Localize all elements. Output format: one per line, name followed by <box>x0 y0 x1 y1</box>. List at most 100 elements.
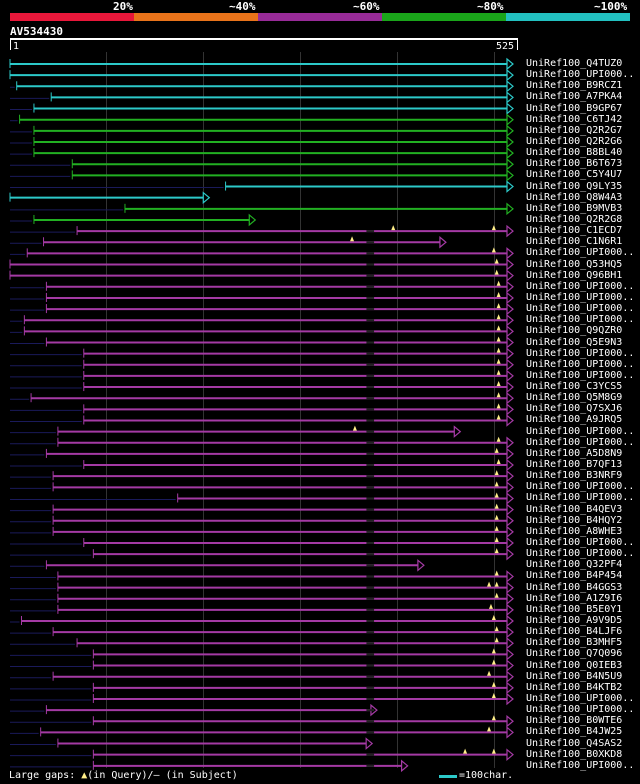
hit-label[interactable]: UniRef100_UPI000.. <box>526 69 635 81</box>
hit-label[interactable]: UniRef100_Q5E9N3 <box>526 336 623 348</box>
hit-label[interactable]: UniRef100_UPI000.. <box>526 692 635 704</box>
scale-segment-20 <box>10 13 134 21</box>
hit-label[interactable]: UniRef100_Q8W4A3 <box>526 191 623 203</box>
hit-label[interactable]: UniRef100_UPI000.. <box>526 537 635 549</box>
hit-label[interactable]: UniRef100_B4QEV3 <box>526 503 623 515</box>
hit-label[interactable]: UniRef100_Q2R2G7 <box>526 124 623 136</box>
hit-label[interactable]: UniRef100_B4GGS3 <box>526 581 623 593</box>
hit-label[interactable]: UniRef100_UPI000.. <box>526 759 635 771</box>
query-gap-marker-icon <box>496 403 501 409</box>
hit-label[interactable]: UniRef100_UPI000.. <box>526 548 635 560</box>
hit-end-arrow-icon <box>506 336 514 349</box>
hit-label[interactable]: UniRef100_Q96BH1 <box>526 269 623 281</box>
query-gap-marker-icon <box>496 291 501 297</box>
hit-label[interactable]: UniRef100_B4P454 <box>526 570 623 582</box>
hit-label[interactable]: UniRef100_C1ECD7 <box>526 225 623 237</box>
hit-label[interactable]: UniRef100_C6TJ42 <box>526 113 623 125</box>
hit-label[interactable]: UniRef100_Q4SAS2 <box>526 737 623 749</box>
hit-label[interactable]: UniRef100_C1N6R1 <box>526 236 623 248</box>
scale-segment-60 <box>258 13 382 21</box>
hit-label[interactable]: UniRef100_Q2R2G6 <box>526 135 623 147</box>
query-gap-marker-icon <box>491 681 496 687</box>
hit-end-arrow-icon <box>506 347 514 360</box>
query-gap-marker-icon <box>494 481 499 487</box>
hit-label[interactable]: UniRef100_UPI000.. <box>526 247 635 259</box>
scale-label-80: ~80% <box>477 0 504 13</box>
hit-label[interactable]: UniRef100_A7PKA4 <box>526 91 623 103</box>
hit-label[interactable]: UniRef100_Q5M8G9 <box>526 392 623 404</box>
hit-end-arrow-icon <box>506 603 514 617</box>
hit-label[interactable]: UniRef100_Q9LY35 <box>526 180 623 192</box>
hit-label[interactable]: UniRef100_UPI000.. <box>526 369 635 381</box>
hit-end-arrow-icon <box>417 559 425 572</box>
hit-label[interactable]: UniRef100_B9RCZ1 <box>526 80 623 92</box>
hit-label[interactable]: UniRef100_C5Y4U7 <box>526 169 623 181</box>
hit-label[interactable]: UniRef100_UPI000.. <box>526 291 635 303</box>
hit-end-arrow-icon <box>506 547 514 561</box>
hit-label[interactable]: UniRef100_B7QF13 <box>526 459 623 471</box>
hit-label[interactable]: UniRef100_UPI000.. <box>526 481 635 493</box>
hit-label[interactable]: UniRef100_UPI000.. <box>526 347 635 359</box>
hit-label[interactable]: UniRef100_B4KTB2 <box>526 681 623 693</box>
hit-end-arrow-icon <box>506 514 514 528</box>
query-gap-marker-icon <box>491 692 496 698</box>
hit-label[interactable]: UniRef100_B4N5U9 <box>526 670 623 682</box>
hit-end-arrow-icon <box>506 670 514 683</box>
scale-label-20: 20% <box>113 0 133 13</box>
hit-label[interactable]: UniRef100_A9V9D5 <box>526 615 623 626</box>
query-gap-marker-icon <box>494 592 499 598</box>
hit-end-arrow-icon <box>506 247 514 260</box>
length-scale-line <box>439 775 457 778</box>
query-gap-marker-icon <box>494 626 499 632</box>
hit-label[interactable]: UniRef100_B4HQY2 <box>526 514 623 526</box>
hit-label[interactable]: UniRef100_Q53HQ5 <box>526 258 623 270</box>
hit-label[interactable]: UniRef100_B3NRF9 <box>526 470 623 482</box>
query-gap-marker-icon <box>496 381 501 387</box>
hit-label[interactable]: UniRef100_B8BL40 <box>526 147 623 159</box>
query-gap-marker-icon <box>496 314 501 320</box>
hit-label[interactable]: UniRef100_UPI000.. <box>526 704 635 716</box>
hit-label[interactable]: UniRef100_A8WHE3 <box>526 525 623 537</box>
hit-label[interactable]: UniRef100_C3YCS5 <box>526 381 623 393</box>
hit-label[interactable]: UniRef100_UPI000.. <box>526 314 635 326</box>
hit-end-arrow-icon <box>506 648 514 661</box>
hit-label[interactable]: UniRef100_UPI000.. <box>526 358 635 370</box>
hit-label[interactable]: UniRef100_B5E0Y1 <box>526 603 623 615</box>
hit-label[interactable]: UniRef100_Q9QZR0 <box>526 325 623 337</box>
hit-label[interactable]: UniRef100_B3MHF5 <box>526 637 623 649</box>
hit-label[interactable]: UniRef100_B4LJF6 <box>526 626 623 638</box>
hit-label[interactable]: UniRef100_B0XKD8 <box>526 748 623 760</box>
hit-label[interactable]: UniRef100_Q7SXJ6 <box>526 403 623 415</box>
hit-label[interactable]: UniRef100_B6T673 <box>526 158 623 170</box>
hit-label[interactable]: UniRef100_Q4TUZ0 <box>526 58 623 69</box>
hit-label[interactable]: UniRef100_Q32PF4 <box>526 559 623 571</box>
hit-label[interactable]: UniRef100_UPI000.. <box>526 436 635 448</box>
hit-label[interactable]: UniRef100_Q7Q096 <box>526 648 623 660</box>
hit-end-arrow-icon <box>506 180 514 193</box>
query-gap-marker-icon <box>487 726 492 732</box>
hit-label[interactable]: UniRef100_B0WTE6 <box>526 715 623 727</box>
hit-end-arrow-icon <box>506 447 514 461</box>
hit-label[interactable]: UniRef100_A1Z9I6 <box>526 592 623 604</box>
hit-label[interactable]: UniRef100_A9JRQ5 <box>526 414 623 426</box>
hit-label[interactable]: UniRef100_B9MVB3 <box>526 202 623 214</box>
hit-label[interactable]: UniRef100_UPI000.. <box>526 425 635 437</box>
hit-label[interactable]: UniRef100_A5D8N9 <box>526 447 623 459</box>
query-gap-marker-icon <box>491 659 496 665</box>
query-gap-marker-icon <box>494 447 499 453</box>
query-gap-marker-icon <box>494 537 499 543</box>
hit-label[interactable]: UniRef100_UPI000.. <box>526 280 635 292</box>
hit-label[interactable]: UniRef100_B4JW25 <box>526 726 623 738</box>
hit-end-arrow-icon <box>439 235 447 249</box>
hit-label[interactable]: UniRef100_B9GP67 <box>526 102 623 114</box>
hit-label[interactable]: UniRef100_Q2R2G8 <box>526 213 623 225</box>
gap-legend-subject: (in Subject) <box>159 770 238 781</box>
hit-end-arrow-icon <box>506 469 514 483</box>
query-gap-marker-icon <box>491 748 496 754</box>
hit-label[interactable]: UniRef100_UPI000.. <box>526 492 635 504</box>
query-gap-marker-icon <box>496 325 501 331</box>
hit-label[interactable]: UniRef100_UPI000.. <box>526 303 635 315</box>
hit-label[interactable]: UniRef100_Q0IEB3 <box>526 659 623 671</box>
hit-end-arrow-icon <box>506 57 514 71</box>
